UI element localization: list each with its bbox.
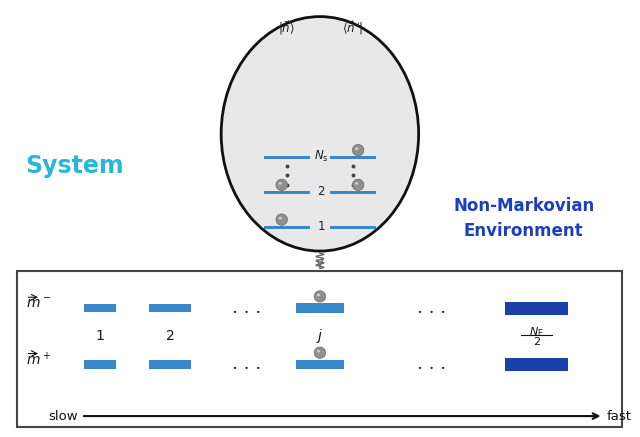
- Ellipse shape: [278, 217, 282, 219]
- Bar: [296, 303, 344, 313]
- Text: 1: 1: [96, 329, 104, 343]
- Ellipse shape: [355, 147, 358, 150]
- Text: $1$: $1$: [317, 220, 325, 233]
- Text: $N_{\rm E}$: $N_{\rm E}$: [529, 325, 544, 339]
- Bar: [330, 191, 376, 194]
- Bar: [504, 358, 568, 371]
- Text: slow: slow: [48, 409, 78, 423]
- Text: $2$: $2$: [532, 336, 540, 347]
- Text: $m^-$: $m^-$: [26, 297, 51, 311]
- Ellipse shape: [221, 17, 419, 251]
- Bar: [264, 156, 310, 159]
- Ellipse shape: [317, 350, 320, 353]
- Ellipse shape: [314, 347, 326, 358]
- Ellipse shape: [353, 179, 364, 191]
- Bar: [504, 302, 568, 315]
- Text: $j$: $j$: [316, 327, 324, 345]
- Bar: [330, 156, 376, 159]
- Ellipse shape: [353, 145, 364, 156]
- Bar: [17, 271, 623, 427]
- Text: . . .: . . .: [232, 299, 261, 317]
- Bar: [84, 304, 116, 312]
- Ellipse shape: [317, 294, 320, 296]
- Ellipse shape: [278, 182, 282, 185]
- Text: $m^+$: $m^+$: [26, 351, 51, 369]
- Text: . . .: . . .: [417, 299, 446, 317]
- Text: $N_{\rm s}$: $N_{\rm s}$: [314, 149, 328, 164]
- Text: $\langle\vec{n}\,^\prime|$: $\langle\vec{n}\,^\prime|$: [342, 21, 364, 38]
- Text: fast: fast: [607, 409, 632, 423]
- Text: System: System: [26, 154, 124, 178]
- Ellipse shape: [314, 291, 326, 302]
- Ellipse shape: [276, 179, 287, 191]
- Bar: [150, 360, 191, 369]
- Text: $2$: $2$: [317, 185, 325, 198]
- Ellipse shape: [276, 214, 287, 225]
- Text: $|\vec{n}\rangle$: $|\vec{n}\rangle$: [278, 21, 295, 38]
- Ellipse shape: [355, 182, 358, 185]
- Bar: [264, 225, 310, 229]
- Bar: [264, 191, 310, 194]
- Bar: [150, 304, 191, 312]
- Text: Non-Markovian
Environment: Non-Markovian Environment: [453, 197, 595, 240]
- Bar: [84, 360, 116, 369]
- Text: . . .: . . .: [417, 355, 446, 373]
- Bar: [296, 360, 344, 369]
- Bar: [330, 225, 376, 229]
- Text: . . .: . . .: [232, 355, 261, 373]
- Text: 2: 2: [166, 329, 175, 343]
